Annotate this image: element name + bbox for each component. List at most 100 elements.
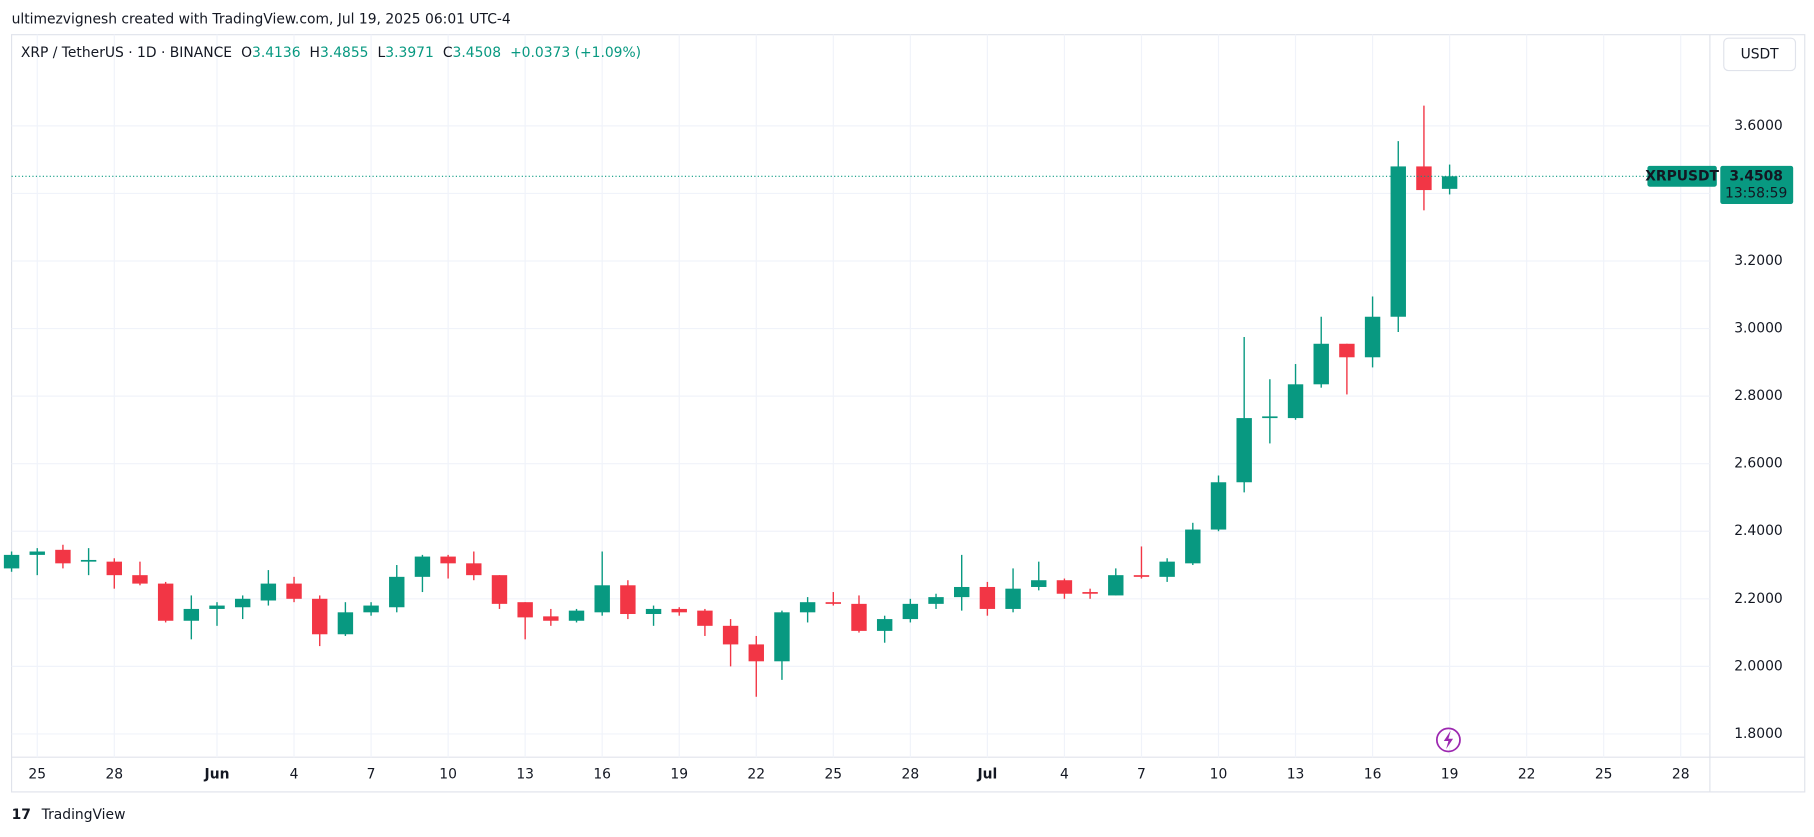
logo-mark: 17 xyxy=(12,807,31,823)
candle-body xyxy=(157,583,174,621)
candle-body xyxy=(491,575,508,604)
candle-body xyxy=(466,563,482,576)
x-tick-label: 10 xyxy=(439,767,457,783)
candle-body xyxy=(389,576,405,608)
credit: ultimezvignesh created with TradingView.… xyxy=(12,12,511,28)
candle-body xyxy=(337,612,354,635)
x-tick-label: 25 xyxy=(1595,767,1613,783)
candle-body xyxy=(1441,176,1458,189)
candle-body xyxy=(722,625,739,645)
y-tick-label: 1.8000 xyxy=(1734,726,1783,742)
y-tick-label: 3.0000 xyxy=(1734,321,1783,337)
candle-body xyxy=(1287,384,1304,419)
x-tick-label: 28 xyxy=(105,767,123,783)
candle-body xyxy=(312,598,328,635)
candle-body xyxy=(517,602,533,618)
x-tick-label: 4 xyxy=(290,767,299,783)
y-tick-label: 2.6000 xyxy=(1734,456,1783,472)
price-tag xyxy=(1720,165,1794,205)
symbol: XRP / TetherUS · 1D · BINANCE xyxy=(21,45,232,61)
candle-body xyxy=(363,605,379,613)
candle-body xyxy=(620,585,636,615)
symbol-tag-text: XRPUSDT xyxy=(1645,168,1719,184)
candle-body xyxy=(132,575,148,584)
x-tick-label: 28 xyxy=(902,767,920,783)
x-tick-label: 25 xyxy=(28,767,46,783)
candle-body xyxy=(671,608,687,613)
candle-body xyxy=(799,602,816,613)
candle-body xyxy=(697,610,713,626)
candle-body xyxy=(568,610,585,621)
candle-body xyxy=(1210,482,1227,530)
candle-body xyxy=(1082,592,1098,594)
x-tick-label: 19 xyxy=(670,767,688,783)
x-tick-label: 7 xyxy=(1137,767,1146,783)
y-tick-label: 2.4000 xyxy=(1734,523,1783,539)
x-tick-label: 16 xyxy=(593,767,611,783)
candle-body xyxy=(645,608,662,615)
candle-body xyxy=(748,644,764,662)
high-value: 3.4855 xyxy=(320,45,369,61)
candle-body xyxy=(928,597,944,604)
y-tick-label: 3.6000 xyxy=(1734,118,1783,134)
candle-body xyxy=(876,619,893,631)
close-label: C xyxy=(443,45,453,61)
change: +0.0373 (+1.09%) xyxy=(510,45,641,61)
y-tick-label: 2.8000 xyxy=(1734,388,1783,404)
y-tick-label: 2.0000 xyxy=(1734,658,1783,674)
candle-body xyxy=(1236,418,1252,483)
x-tick-label: 25 xyxy=(824,767,842,783)
candle-body xyxy=(902,603,919,620)
x-tick-label: 4 xyxy=(1060,767,1069,783)
open-value: 3.4136 xyxy=(252,45,301,61)
currency: USDT xyxy=(1741,46,1780,62)
candle-body xyxy=(851,603,867,631)
x-tick-label: Jul xyxy=(976,767,997,783)
x-tick-label: 13 xyxy=(1287,767,1305,783)
price-tag-countdown: 13:58:59 xyxy=(1725,186,1787,202)
y-tick-label: 2.2000 xyxy=(1734,591,1783,607)
candle-body xyxy=(1133,575,1150,577)
close-value: 3.4508 xyxy=(453,45,502,61)
candle-body xyxy=(55,549,71,564)
candle-body xyxy=(825,602,842,604)
candle-body xyxy=(80,559,97,562)
x-tick-label: 22 xyxy=(747,767,765,783)
open-label: O xyxy=(241,45,252,61)
candle-body xyxy=(1185,529,1201,564)
candle-body xyxy=(260,583,277,601)
grid xyxy=(11,34,1710,758)
candle-body xyxy=(954,586,970,598)
candle-body xyxy=(286,583,302,599)
candle-body xyxy=(183,608,200,621)
currency-button[interactable] xyxy=(1723,37,1797,72)
candle-body xyxy=(1390,166,1406,317)
x-tick-label: 28 xyxy=(1672,767,1690,783)
chart-frame xyxy=(10,34,1806,793)
candle-body xyxy=(594,585,610,613)
candle-body xyxy=(414,556,431,577)
logo: TradingView xyxy=(41,807,126,823)
candle-body xyxy=(1364,316,1381,358)
icon-bolt xyxy=(1443,730,1454,750)
x-tick-label: Jun xyxy=(204,767,230,783)
candle-body xyxy=(1005,588,1021,609)
candle-body xyxy=(1056,580,1073,594)
candle-body xyxy=(29,551,45,555)
lightning-icon xyxy=(1435,727,1461,753)
low-label: L xyxy=(378,45,386,61)
candle-body xyxy=(440,556,456,564)
icon-circle xyxy=(1435,727,1461,753)
x-tick-label: 13 xyxy=(516,767,534,783)
candle-body xyxy=(1416,166,1432,191)
x-tick-label: 10 xyxy=(1210,767,1228,783)
x-tick-label: 7 xyxy=(367,767,376,783)
candle-body xyxy=(1159,561,1175,577)
candle-body xyxy=(1108,575,1124,596)
candle-body xyxy=(209,605,225,609)
candle-body xyxy=(3,554,20,569)
candle-body xyxy=(106,561,122,576)
